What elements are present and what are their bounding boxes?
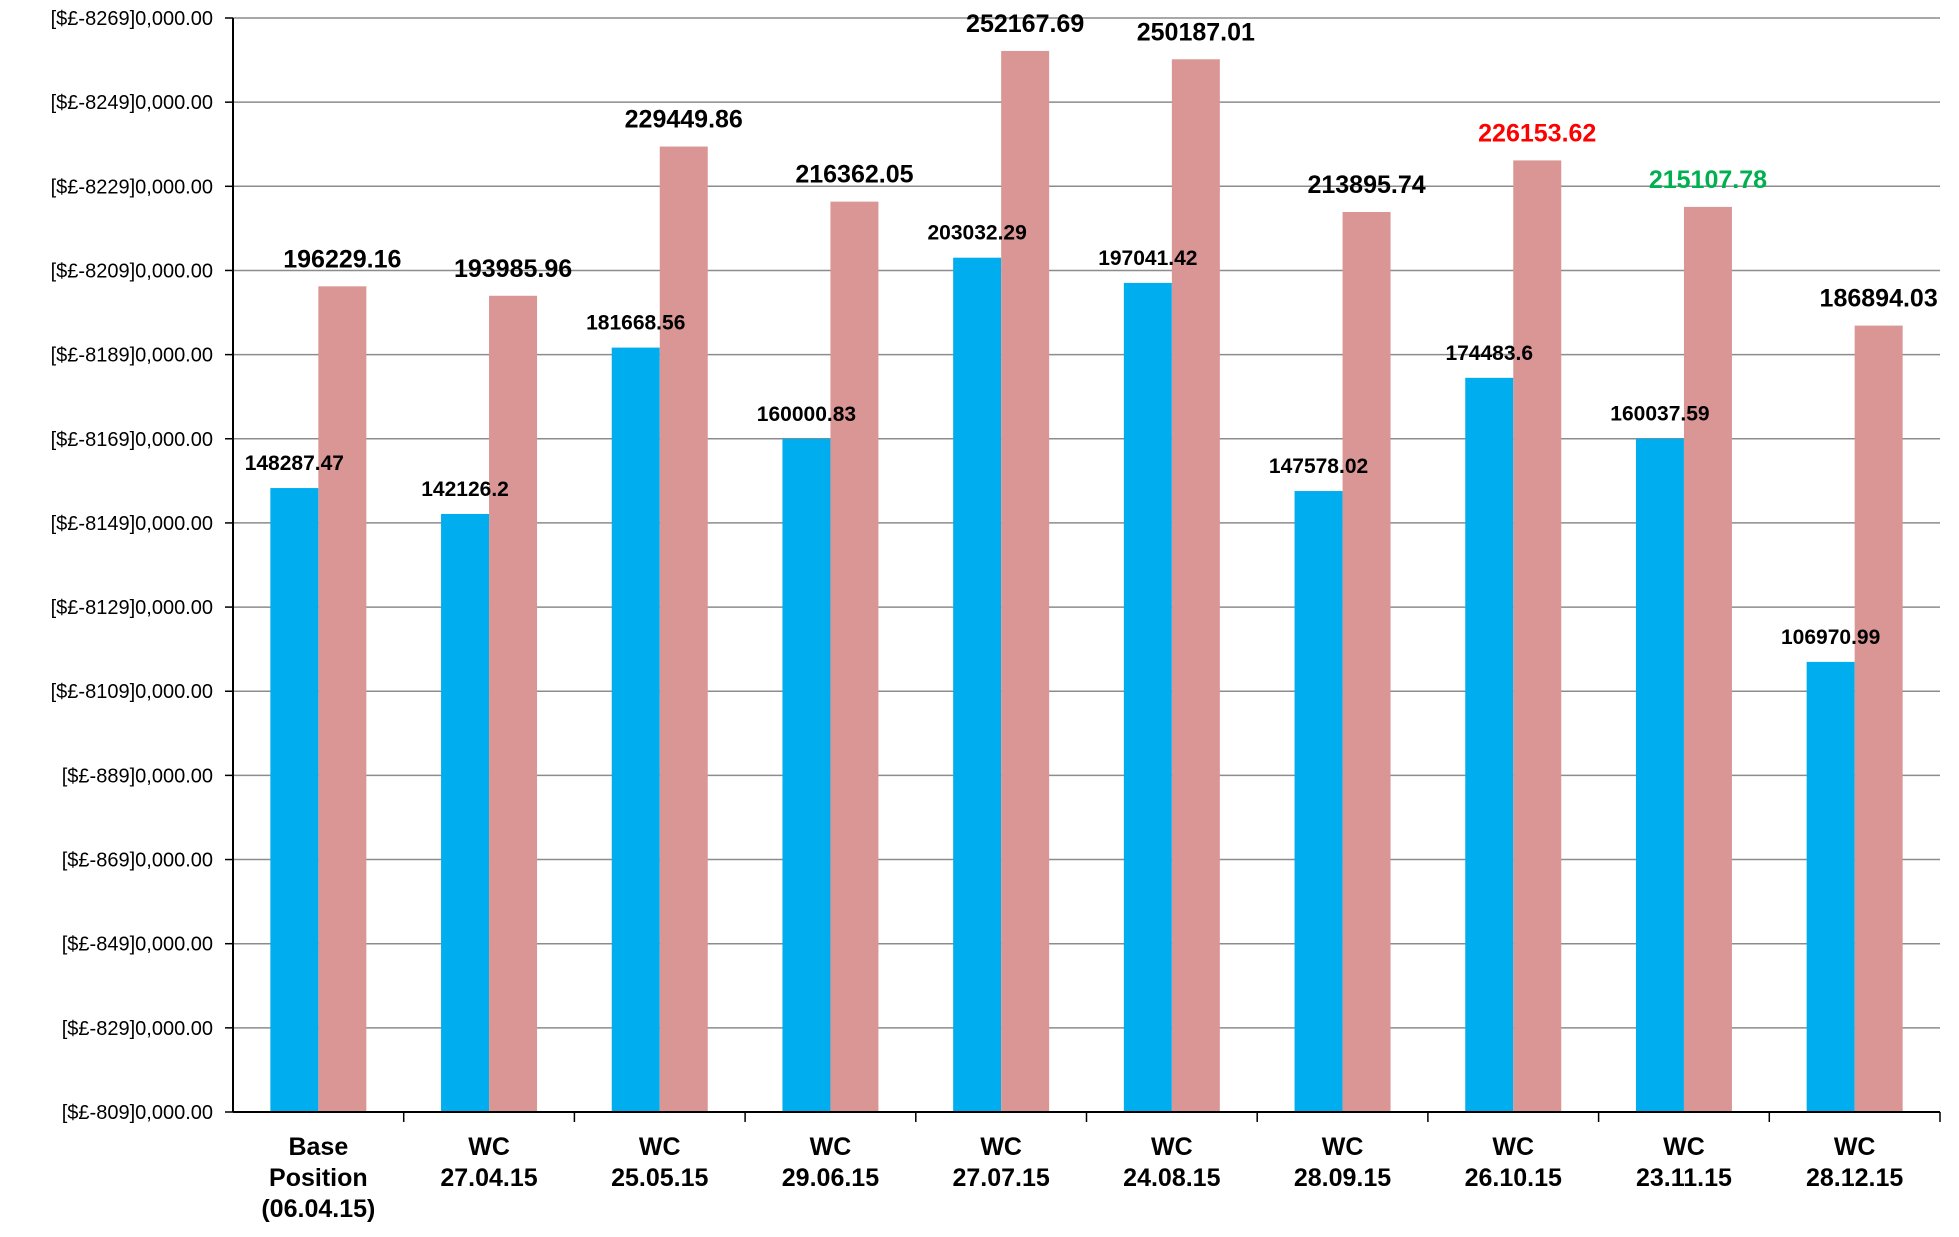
bar-series-2 (1171, 59, 1220, 1113)
y-tick-label: [$£-8209]0,000.00 (51, 260, 213, 282)
bar-series-2 (489, 295, 538, 1113)
x-tick-label: WC (468, 1133, 510, 1161)
data-label: 203032.29 (928, 222, 1027, 245)
x-tick-label: WC (810, 1133, 852, 1161)
x-tick-label: WC (980, 1133, 1022, 1161)
data-label: 181668.56 (586, 312, 685, 335)
data-label: 160000.83 (757, 403, 856, 426)
bar-series-1 (1806, 661, 1855, 1112)
x-tick-label: 27.04.15 (440, 1164, 537, 1192)
x-tick-label: WC (639, 1133, 681, 1161)
x-tick-label: WC (1834, 1133, 1876, 1161)
data-label: 250187.01 (1137, 18, 1255, 46)
bar-series-1 (953, 257, 1002, 1112)
y-tick-label: [$£-8189]0,000.00 (51, 345, 213, 367)
y-tick-label: [$£-8269]0,000.00 (51, 8, 213, 30)
x-tick-label: 28.09.15 (1294, 1164, 1391, 1192)
x-tick-label: 24.08.15 (1123, 1164, 1220, 1192)
bar-series-2 (830, 201, 879, 1113)
bar-series-2 (1342, 211, 1391, 1112)
y-tick-label: [$£-889]0,000.00 (62, 765, 213, 787)
data-label: 215107.78 (1649, 166, 1767, 194)
data-label: 160037.59 (1610, 403, 1709, 426)
data-label: 186894.03 (1820, 285, 1938, 313)
y-tick-label: [$£-8249]0,000.00 (51, 92, 213, 114)
bar-series-1 (1123, 282, 1172, 1112)
data-label: 142126.2 (421, 478, 509, 501)
x-tick-label: 28.12.15 (1806, 1164, 1903, 1192)
y-tick-label: [$£-8229]0,000.00 (51, 176, 213, 198)
x-tick-label: WC (1663, 1133, 1705, 1161)
x-tick-label: WC (1492, 1133, 1534, 1161)
data-label: 193985.96 (454, 255, 572, 283)
bar-series-1 (782, 438, 831, 1112)
bars (270, 50, 1903, 1113)
x-tick-label: (06.04.15) (261, 1195, 375, 1223)
y-tick-label: [$£-8129]0,000.00 (51, 597, 213, 619)
y-tick-label: [$£-869]0,000.00 (62, 850, 213, 872)
axes: [$£-809]0,000.00 [$£-829]0,000.00 [$£-849]… (51, 8, 1941, 1223)
bar-series-2 (659, 146, 708, 1112)
y-tick-label: [$£-8149]0,000.00 (51, 513, 213, 535)
bar-series-2 (318, 286, 367, 1112)
bar-series-2 (1001, 50, 1050, 1113)
data-label: 213895.74 (1307, 171, 1425, 199)
y-tick-label: [$£-809]0,000.00 (62, 1102, 213, 1124)
data-label: 226153.62 (1478, 119, 1596, 147)
bar-series-2 (1854, 325, 1903, 1112)
x-tick-label: 23.11.15 (1636, 1164, 1732, 1192)
bar-series-2 (1513, 160, 1562, 1112)
bar-series-1 (270, 488, 319, 1112)
data-label: 216362.05 (795, 161, 913, 189)
x-tick-label: 27.07.15 (952, 1164, 1049, 1192)
x-tick-label: 29.06.15 (782, 1164, 879, 1192)
bar-series-1 (611, 347, 660, 1112)
x-tick-label: Position (269, 1164, 368, 1192)
x-tick-label: Base (288, 1133, 348, 1161)
y-tick-label: [$£-8109]0,000.00 (51, 681, 213, 703)
data-labels: 148287.47 196229.16 142126.2 193985.96 18166… (245, 10, 1938, 649)
data-label: 229449.86 (625, 106, 743, 134)
x-tick-label: WC (1322, 1133, 1364, 1161)
bar-series-1 (441, 513, 490, 1112)
bar-series-2 (1683, 206, 1732, 1113)
data-label: 148287.47 (245, 452, 344, 475)
bar-series-1 (1465, 377, 1514, 1113)
data-label: 196229.16 (283, 245, 401, 273)
y-tick-label: [$£-8169]0,000.00 (51, 429, 213, 451)
data-label: 197041.42 (1098, 247, 1197, 270)
x-tick-label: WC (1151, 1133, 1193, 1161)
bar-series-1 (1294, 491, 1343, 1112)
data-label: 147578.02 (1269, 455, 1368, 478)
data-label: 252167.69 (966, 10, 1084, 38)
data-label: 106970.99 (1781, 626, 1880, 649)
y-tick-label: [$£-829]0,000.00 (62, 1018, 213, 1040)
x-tick-label: 26.10.15 (1465, 1164, 1562, 1192)
x-tick-label: 25.05.15 (611, 1164, 708, 1192)
data-label: 174483.6 (1445, 342, 1533, 365)
y-tick-label: [$£-849]0,000.00 (62, 934, 213, 956)
bar-series-1 (1635, 438, 1684, 1112)
